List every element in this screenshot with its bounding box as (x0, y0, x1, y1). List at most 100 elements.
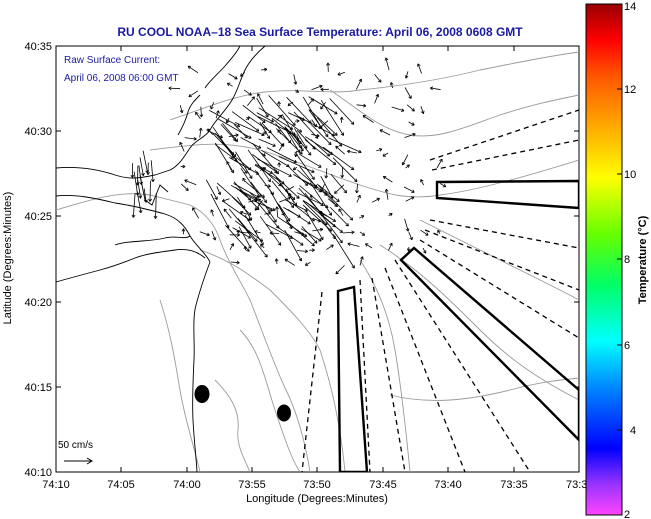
current-vector-head (341, 229, 343, 233)
current-vector-head (334, 205, 338, 207)
current-vector (133, 171, 139, 196)
current-vector-head (413, 133, 416, 137)
current-vector-head (184, 179, 188, 181)
colorbar-label: Temperature (°C) (637, 215, 649, 304)
current-vector (285, 199, 308, 212)
current-vector-head (277, 129, 281, 132)
current-vector-head (335, 146, 337, 150)
current-vector (322, 146, 355, 171)
current-vector-head (379, 129, 382, 133)
colorbar-tick-label: 2 (624, 509, 630, 519)
current-vector-head (349, 218, 353, 221)
current-vector-head (150, 179, 154, 183)
current-vector (406, 104, 415, 112)
current-vector (337, 71, 346, 76)
current-vector (259, 167, 266, 171)
current-vector-head (211, 209, 214, 212)
current-vector-head (153, 215, 156, 219)
x-axis (120, 46, 515, 472)
current-vector-head (278, 101, 281, 105)
current-vector (179, 142, 185, 152)
current-vector (299, 166, 318, 188)
current-vector-head (327, 62, 330, 66)
current-vector (277, 129, 282, 135)
current-vector-head (347, 149, 351, 152)
current-vector-head (222, 200, 226, 203)
current-vector (296, 250, 308, 252)
current-vector-head (324, 175, 327, 179)
current-vector-head (201, 114, 204, 118)
current-vector (284, 258, 295, 266)
current-vector-head (181, 109, 184, 114)
current-vector (355, 78, 362, 90)
current-vector-head (334, 161, 337, 165)
current-vector-head (361, 215, 365, 219)
current-vector (294, 231, 305, 236)
current-vector (240, 168, 261, 198)
current-vector-head (310, 98, 314, 101)
current-vector-head (278, 162, 282, 166)
current-vector-head (275, 258, 279, 262)
current-vector-head (236, 233, 240, 236)
current-vector-head (267, 186, 271, 188)
current-vector (278, 143, 285, 151)
current-vector-head (306, 182, 309, 186)
current-vector (420, 105, 424, 114)
current-vector (258, 138, 276, 147)
current-vector-head (360, 256, 363, 259)
current-vector (284, 229, 302, 262)
current-vector-head (254, 231, 258, 234)
current-vector (376, 148, 383, 152)
current-vector-head (305, 233, 308, 237)
current-vector (293, 74, 297, 85)
current-vector (240, 137, 262, 149)
current-vector (257, 93, 264, 105)
current-vector-head (257, 195, 261, 198)
current-vector-head (336, 132, 338, 136)
current-vector-head (437, 229, 441, 232)
current-vector-head (406, 248, 409, 252)
current-vector-head (248, 248, 250, 252)
current-vector (302, 204, 332, 232)
current-vector-head (244, 172, 248, 174)
current-vector (356, 104, 366, 107)
current-vector-head (363, 103, 367, 107)
current-vector-head (439, 158, 443, 161)
current-vector-head (313, 186, 317, 189)
current-vector-head (137, 182, 140, 186)
current-vector-head (351, 266, 355, 269)
y-tick-label: 40:35 (24, 41, 52, 53)
current-vector (235, 151, 253, 179)
current-vector-head (260, 244, 262, 248)
current-vector-head (292, 124, 296, 126)
current-vector (292, 203, 315, 222)
current-vector (329, 98, 355, 125)
current-vector (440, 183, 446, 188)
current-vector (243, 89, 252, 96)
current-vector-head (358, 78, 362, 82)
x-tick-label: 73:3 (566, 479, 587, 491)
current-vector (271, 180, 295, 208)
current-vector-head (304, 184, 308, 186)
current-vector-head (353, 180, 358, 183)
current-vector (309, 109, 338, 136)
current-vector (310, 182, 332, 216)
current-vector-head (320, 189, 324, 193)
x-axis-label: Longitude (Degrees:Minutes) (246, 493, 388, 505)
current-vector-head (334, 192, 338, 194)
current-vector (420, 179, 424, 186)
current-vector (257, 202, 280, 229)
current-vector-head (293, 81, 297, 85)
current-vector-head (444, 183, 447, 187)
current-vector (304, 139, 337, 165)
current-vector (240, 72, 246, 77)
current-vector-head (331, 151, 334, 155)
current-vector-head (311, 249, 315, 253)
current-vector-head (275, 172, 279, 175)
current-vector (277, 114, 302, 133)
current-vector-head (310, 194, 314, 198)
current-vector-head (423, 110, 425, 114)
current-vector-head (363, 105, 367, 108)
current-vector-head (328, 230, 332, 232)
current-vector-head (217, 192, 221, 196)
